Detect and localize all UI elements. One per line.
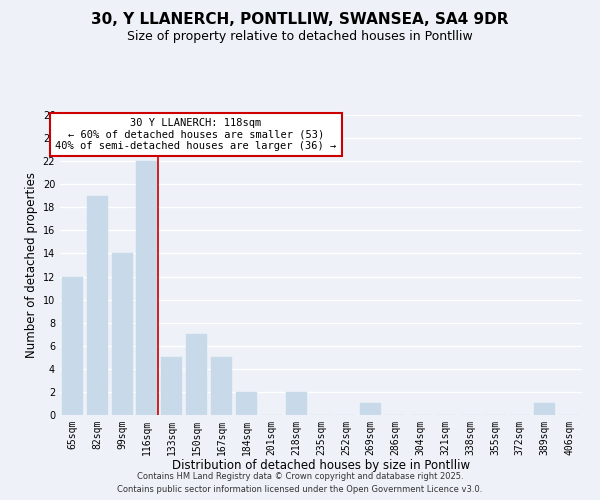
Text: Contains HM Land Registry data © Crown copyright and database right 2025.: Contains HM Land Registry data © Crown c… <box>137 472 463 481</box>
Bar <box>236 392 257 415</box>
Bar <box>186 334 207 415</box>
Text: Size of property relative to detached houses in Pontlliw: Size of property relative to detached ho… <box>127 30 473 43</box>
Y-axis label: Number of detached properties: Number of detached properties <box>25 172 38 358</box>
Bar <box>360 404 381 415</box>
Bar <box>211 358 232 415</box>
Bar <box>534 404 555 415</box>
Bar <box>87 196 108 415</box>
Text: Contains public sector information licensed under the Open Government Licence v3: Contains public sector information licen… <box>118 485 482 494</box>
Bar <box>161 358 182 415</box>
Bar <box>136 161 158 415</box>
Text: 30, Y LLANERCH, PONTLLIW, SWANSEA, SA4 9DR: 30, Y LLANERCH, PONTLLIW, SWANSEA, SA4 9… <box>91 12 509 28</box>
Bar <box>62 276 83 415</box>
Bar <box>112 254 133 415</box>
Bar <box>286 392 307 415</box>
Text: 30 Y LLANERCH: 118sqm
← 60% of detached houses are smaller (53)
40% of semi-deta: 30 Y LLANERCH: 118sqm ← 60% of detached … <box>55 118 337 151</box>
X-axis label: Distribution of detached houses by size in Pontlliw: Distribution of detached houses by size … <box>172 460 470 472</box>
